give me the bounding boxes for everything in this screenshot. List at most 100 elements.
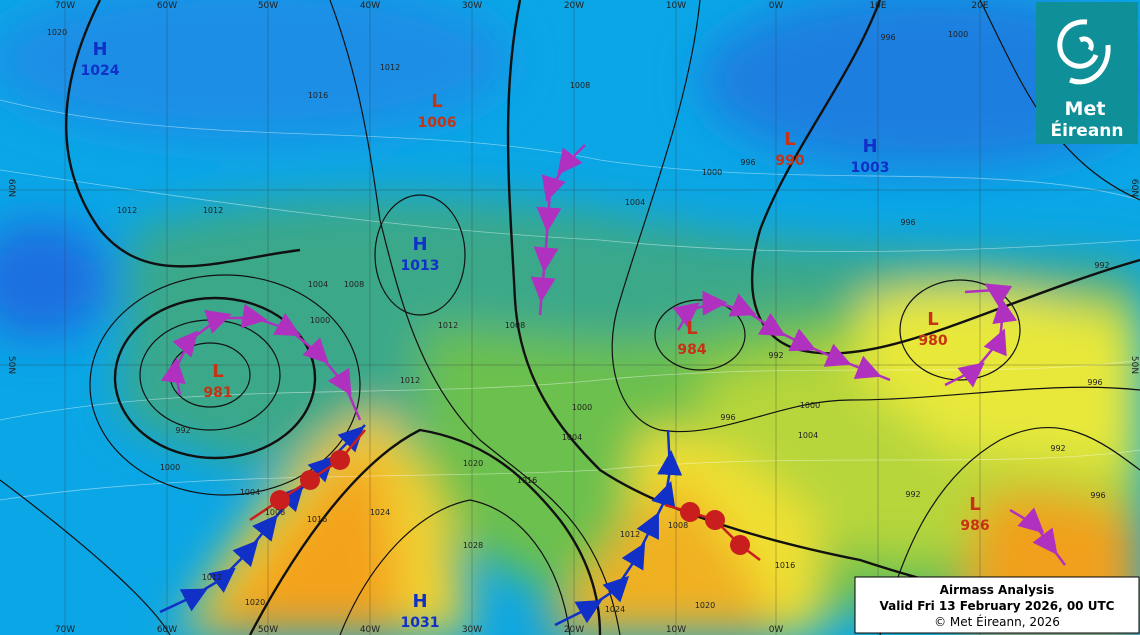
isobar-label: 1004 — [562, 433, 582, 442]
logo-background — [1036, 2, 1138, 144]
longitude-label: 60W — [157, 1, 177, 11]
isobar-label: 992 — [1050, 444, 1065, 453]
pressure-center-kind: L — [686, 318, 697, 339]
pressure-center-kind: H — [412, 234, 427, 255]
pressure-center-value: 986 — [960, 518, 989, 534]
isobar-label: 1016 — [308, 91, 328, 100]
isobar-label: 1012 — [438, 321, 458, 330]
occluded-front — [160, 303, 362, 421]
pressure-center-value: 1031 — [401, 615, 440, 631]
isobar-label: 1000 — [160, 463, 180, 472]
info-box: Airmass Analysis Valid Fri 13 February 2… — [854, 576, 1140, 634]
isobar-label: 1008 — [570, 81, 590, 90]
logo-text: Met — [1065, 98, 1106, 120]
latitude-label: 50N — [6, 356, 16, 374]
isobar-label: 996 — [1090, 491, 1105, 500]
isobar-label: 1000 — [800, 401, 820, 410]
longitude-label: 50W — [258, 1, 278, 11]
longitude-label: 40W — [360, 625, 380, 635]
isobar-label: 1000 — [310, 316, 330, 325]
occluded-front — [672, 290, 891, 382]
isobar-label: 1016 — [775, 561, 795, 570]
pressure-center-value: 984 — [677, 342, 706, 358]
longitude-label: 60W — [157, 625, 177, 635]
isobar-label: 1000 — [572, 403, 592, 412]
longitude-label: 30W — [462, 1, 482, 11]
isobar-label: 992 — [768, 351, 783, 360]
pressure-center-value: 1003 — [851, 160, 890, 176]
isobar-label: 996 — [740, 158, 755, 167]
isobar-label: 1012 — [202, 573, 222, 582]
longitude-label: 30W — [462, 625, 482, 635]
info-copyright: © Met Éireann, 2026 — [934, 614, 1060, 629]
longitude-label: 10W — [666, 625, 686, 635]
isobar-label: 1012 — [380, 63, 400, 72]
pressure-center-kind: H — [862, 136, 877, 157]
isobar-label: 992 — [175, 426, 190, 435]
isobar-label: 1000 — [948, 30, 968, 39]
warm-front — [664, 502, 761, 561]
isobar-label: 1012 — [117, 206, 137, 215]
isobar-label: 1004 — [240, 488, 260, 497]
isobar-label: 1020 — [463, 459, 483, 468]
cold-front — [554, 429, 683, 627]
pressure-center-value: 981 — [203, 385, 232, 401]
info-title: Airmass Analysis — [940, 583, 1055, 597]
longitude-label: 20E — [971, 1, 988, 11]
isobar-label: 1016 — [307, 515, 327, 524]
longitude-label: 70W — [55, 625, 75, 635]
pressure-center-kind: H — [412, 591, 427, 612]
occluded-front — [530, 144, 586, 316]
longitude-label: 70W — [55, 1, 75, 11]
pressure-center-kind: L — [784, 129, 795, 150]
pressure-center-value: 1006 — [418, 115, 457, 131]
logo: Met Éireann — [1036, 2, 1138, 144]
logo-text: Éireann — [1050, 119, 1123, 141]
latitude-label: 60N — [1129, 179, 1139, 197]
isobar-label: 1016 — [517, 476, 537, 485]
isobar-label: 1008 — [344, 280, 364, 289]
occluded-front — [1009, 507, 1066, 566]
info-valid: Valid Fri 13 February 2026, 00 UTC — [880, 599, 1115, 613]
logo-icon — [1057, 19, 1111, 85]
fronts — [159, 144, 1066, 627]
isobar-label: 996 — [1087, 378, 1102, 387]
pressure-center-value: 1024 — [81, 63, 120, 79]
isobar-label: 996 — [720, 413, 735, 422]
isobar-label: 1008 — [668, 521, 688, 530]
pressure-center-value: 990 — [775, 153, 804, 169]
longitude-label: 20W — [564, 625, 584, 635]
pressure-center-kind: H — [92, 39, 107, 60]
isobar-label: 992 — [1094, 261, 1109, 270]
isobar-label: 1004 — [308, 280, 328, 289]
longitude-label: 10W — [666, 1, 686, 11]
pressure-center-kind: L — [969, 494, 980, 515]
isobar-label: 1020 — [695, 601, 715, 610]
occluded-front — [944, 283, 1018, 388]
isobar-label: 1008 — [265, 508, 285, 517]
isobar-label: 1012 — [620, 530, 640, 539]
pressure-center-kind: L — [212, 361, 223, 382]
isobar-label: 992 — [905, 490, 920, 499]
isobar-label: 1024 — [370, 508, 390, 517]
isobar-label: 1004 — [625, 198, 645, 207]
info-box-background — [854, 576, 1140, 634]
longitude-label: 50W — [258, 625, 278, 635]
isobar-label: 1028 — [463, 541, 483, 550]
warm-front — [249, 429, 366, 522]
longitude-label: 40W — [360, 1, 380, 11]
pressure-center-value: 980 — [918, 333, 947, 349]
pressure-center-value: 1013 — [401, 258, 440, 274]
isobar-label: 1020 — [245, 598, 265, 607]
isobar-label: 996 — [900, 218, 915, 227]
longitude-label: 0W — [769, 625, 784, 635]
isobar-label: 1004 — [798, 431, 818, 440]
pressure-center-kind: L — [431, 91, 442, 112]
pressure-center-kind: L — [927, 309, 938, 330]
isobar-label: 1012 — [400, 376, 420, 385]
longitude-label: 0W — [769, 1, 784, 11]
isobar-label: 996 — [880, 33, 895, 42]
longitude-label: 10E — [869, 1, 886, 11]
labels: 70W 60W 50W 40W 30W 20W 10W 0W 10E 20E 70W 60W 50W 40… — [6, 1, 1139, 635]
